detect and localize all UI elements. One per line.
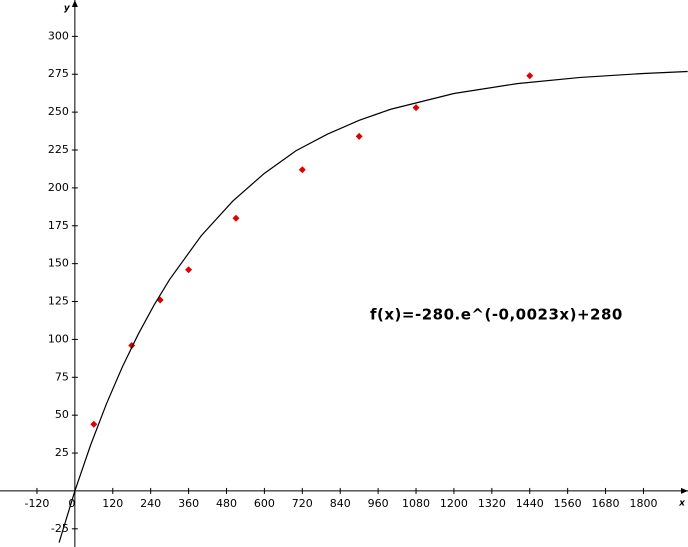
x-tick-label: 600 bbox=[254, 497, 275, 510]
y-tick-label: 175 bbox=[48, 219, 69, 232]
data-point bbox=[232, 214, 240, 222]
x-tick-label: 480 bbox=[216, 497, 237, 510]
x-tick-label: 1440 bbox=[516, 497, 544, 510]
x-tick-label: 960 bbox=[368, 497, 389, 510]
x-arrow bbox=[681, 487, 688, 494]
x-tick-label: 240 bbox=[140, 497, 161, 510]
y-tick-label: -25 bbox=[51, 522, 69, 535]
x-tick-label: 1680 bbox=[592, 497, 620, 510]
data-point bbox=[526, 72, 534, 80]
y-tick-label: 200 bbox=[48, 181, 69, 194]
x-tick-label: 1200 bbox=[440, 497, 468, 510]
y-tick-label: 300 bbox=[48, 29, 69, 42]
y-tick-label: 250 bbox=[48, 105, 69, 118]
y-tick-label: 150 bbox=[48, 257, 69, 270]
y-tick-label: 125 bbox=[48, 295, 69, 308]
data-point bbox=[355, 132, 363, 140]
data-point bbox=[185, 266, 193, 274]
x-tick-label: 840 bbox=[330, 497, 351, 510]
y-arrow bbox=[71, 0, 78, 7]
data-point bbox=[298, 166, 306, 174]
y-tick-label: 75 bbox=[55, 370, 69, 383]
data-point bbox=[412, 104, 420, 112]
x-tick-label: 120 bbox=[102, 497, 123, 510]
y-axis-label: y bbox=[64, 4, 71, 14]
x-tick-label: 0 bbox=[68, 497, 75, 510]
annotation: f(x)=-280.e^(-0,0023x)+280 bbox=[370, 306, 623, 324]
x-axis-label: x bbox=[678, 498, 686, 508]
x-tick-label: -120 bbox=[24, 497, 49, 510]
x-tick-label: 360 bbox=[178, 497, 199, 510]
y-tick-label: 100 bbox=[48, 332, 69, 345]
y-tick-label: 225 bbox=[48, 143, 69, 156]
x-tick-label: 1560 bbox=[554, 497, 582, 510]
x-tick-label: 1080 bbox=[402, 497, 430, 510]
x-tick-label: 1320 bbox=[478, 497, 506, 510]
data-point bbox=[90, 420, 98, 428]
x-tick-label: 1800 bbox=[629, 497, 657, 510]
y-tick-label: 50 bbox=[55, 408, 69, 421]
y-tick-label: 275 bbox=[48, 67, 69, 80]
fit-curve bbox=[58, 70, 688, 543]
x-tick-label: 720 bbox=[292, 497, 313, 510]
y-tick-label: 25 bbox=[55, 446, 69, 459]
